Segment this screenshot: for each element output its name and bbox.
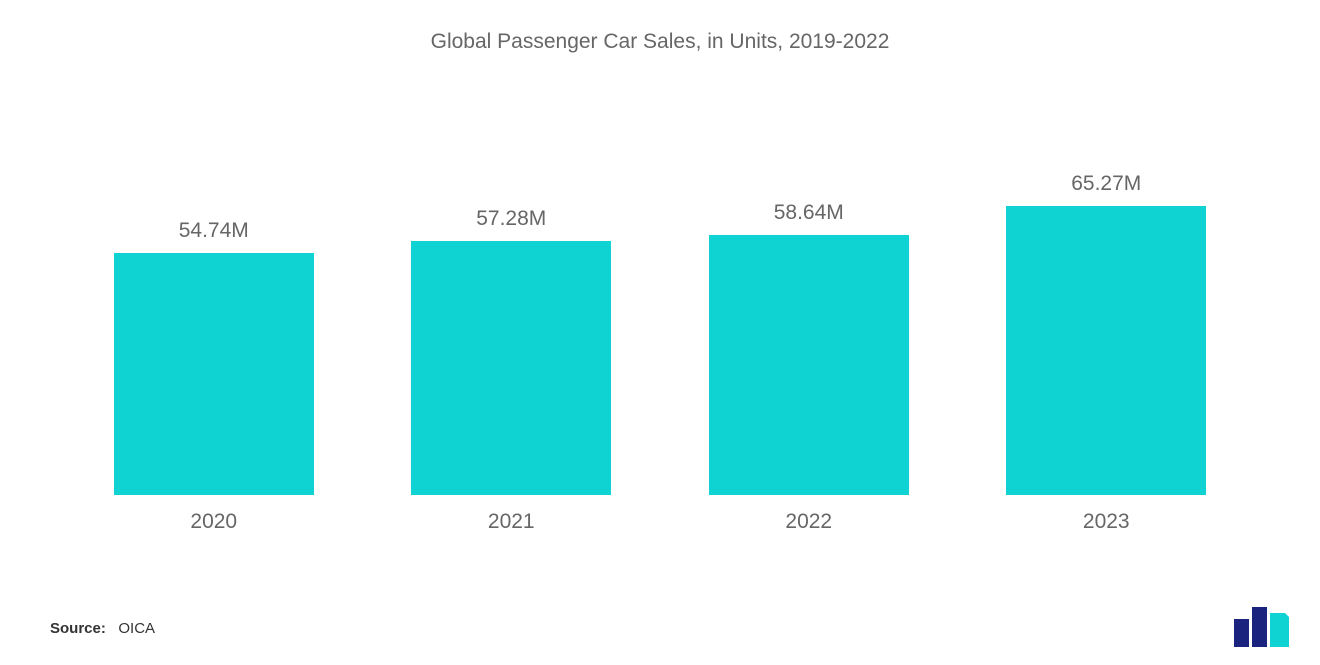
bar-value: 57.28M xyxy=(476,207,546,231)
bar-label: 2022 xyxy=(785,510,832,534)
bar-group-1: 57.28M 2021 xyxy=(363,207,661,534)
brand-logo-icon xyxy=(1232,605,1292,647)
chart-title: Global Passenger Car Sales, in Units, 20… xyxy=(50,30,1270,54)
bar xyxy=(411,241,611,495)
bar-group-3: 65.27M 2023 xyxy=(958,172,1256,534)
chart-container: Global Passenger Car Sales, in Units, 20… xyxy=(0,0,1320,665)
source-label: Source: xyxy=(50,620,106,637)
source-line: Source: OICA xyxy=(50,620,155,637)
bar-value: 65.27M xyxy=(1071,172,1141,196)
bars-area: 54.74M 2020 57.28M 2021 58.64M 2022 65.2… xyxy=(50,174,1270,534)
bar xyxy=(1006,206,1206,495)
bar-group-0: 54.74M 2020 xyxy=(65,219,363,534)
source-value: OICA xyxy=(118,620,155,637)
bar xyxy=(709,235,909,495)
bar-label: 2020 xyxy=(190,510,237,534)
bar-label: 2023 xyxy=(1083,510,1130,534)
bar-label: 2021 xyxy=(488,510,535,534)
bar-group-2: 58.64M 2022 xyxy=(660,201,958,534)
bar xyxy=(114,253,314,495)
bar-value: 58.64M xyxy=(774,201,844,225)
bar-value: 54.74M xyxy=(179,219,249,243)
